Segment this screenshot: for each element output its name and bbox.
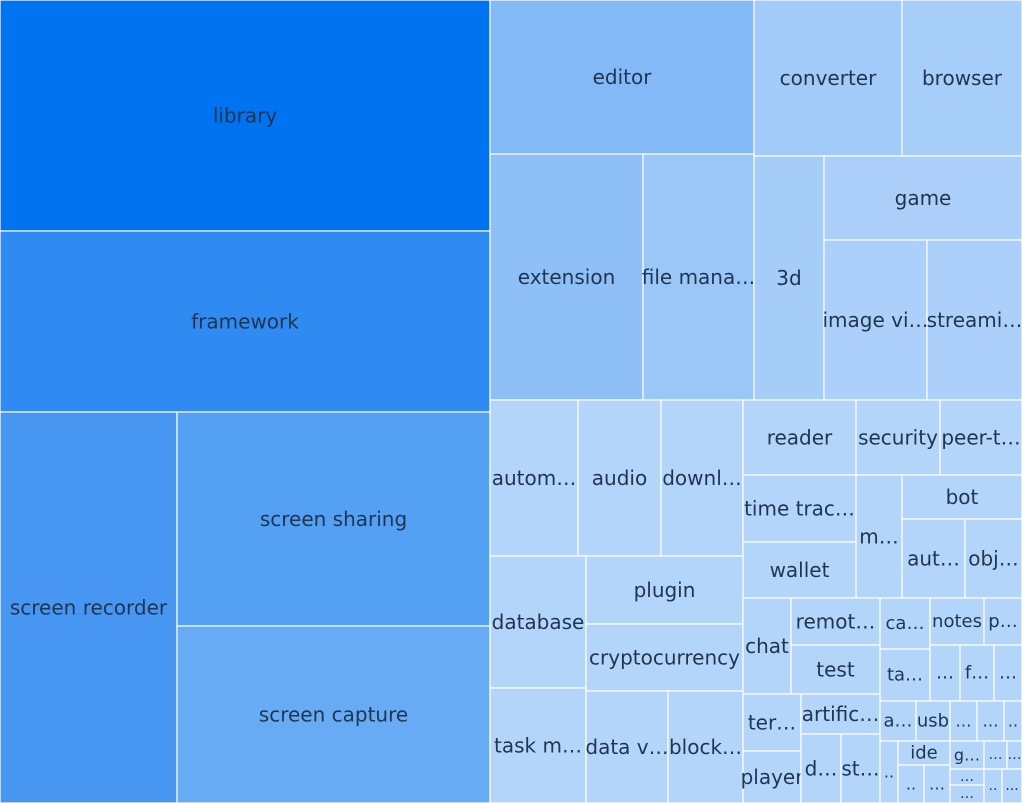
treemap-cell-screen-recorder[interactable] xyxy=(0,411,178,803)
treemap-cell-cryptocurrency[interactable] xyxy=(585,623,744,692)
treemap-cell-time-trac[interactable] xyxy=(742,474,857,543)
treemap-cell-database[interactable] xyxy=(489,555,587,689)
treemap-cell-remot[interactable] xyxy=(790,597,881,646)
treemap-cell-truncated[interactable] xyxy=(949,784,985,803)
treemap-cell-task-m[interactable] xyxy=(489,687,587,803)
treemap-cell-aut[interactable] xyxy=(901,518,966,599)
treemap-cell-audio[interactable] xyxy=(577,399,662,557)
treemap-cell-usb[interactable] xyxy=(915,700,951,742)
treemap-cell-st[interactable] xyxy=(840,733,881,803)
treemap-cell-d[interactable] xyxy=(800,733,842,803)
treemap-cell-truncated[interactable] xyxy=(923,764,951,803)
treemap-cell-chat[interactable] xyxy=(742,597,792,695)
treemap-cell-streami[interactable] xyxy=(926,239,1022,401)
treemap-cell-converter[interactable] xyxy=(753,0,903,157)
treemap-cell-editor[interactable] xyxy=(489,0,755,155)
treemap-cell-security[interactable] xyxy=(855,399,941,476)
treemap-cell-truncated[interactable] xyxy=(949,700,978,742)
treemap-cell-truncated[interactable] xyxy=(1001,768,1022,803)
treemap-cell-g[interactable] xyxy=(949,740,985,770)
treemap-cell-truncated[interactable] xyxy=(983,768,1003,803)
treemap-cell-extension[interactable] xyxy=(489,153,644,401)
treemap-cell-obj[interactable] xyxy=(964,518,1022,599)
treemap-cell-truncated[interactable] xyxy=(1006,740,1022,770)
treemap-cell-screen-capture[interactable] xyxy=(176,625,491,803)
treemap-cell-file-mana[interactable] xyxy=(642,153,755,401)
treemap-cell-framework[interactable] xyxy=(0,230,491,413)
treemap-cell-ta[interactable] xyxy=(879,648,931,702)
treemap-cell-player[interactable] xyxy=(742,750,802,803)
treemap-cell-3d[interactable] xyxy=(753,155,825,401)
treemap-cell-browser[interactable] xyxy=(901,0,1022,157)
treemap-cell-f[interactable] xyxy=(959,644,995,702)
treemap-cell-ide[interactable] xyxy=(897,740,951,766)
treemap-cell-test[interactable] xyxy=(790,644,881,695)
treemap-cell-truncated[interactable] xyxy=(1003,700,1022,742)
treemap-cell-bot[interactable] xyxy=(901,474,1022,520)
treemap-cell-block[interactable] xyxy=(667,690,744,803)
treemap-cell-ca[interactable] xyxy=(879,597,931,650)
treemap-cell-ter[interactable] xyxy=(742,693,802,752)
treemap-cell-data-v[interactable] xyxy=(585,690,669,803)
treemap-cell-plugin[interactable] xyxy=(585,555,744,625)
treemap-cell-artific[interactable] xyxy=(800,693,881,735)
treemap-cell-wallet[interactable] xyxy=(742,541,857,599)
treemap-cell-peer-t[interactable] xyxy=(939,399,1022,476)
treemap-cell-screen-sharing[interactable] xyxy=(176,411,491,627)
treemap-cell-image-vi[interactable] xyxy=(823,239,928,401)
treemap-cell-autom[interactable] xyxy=(489,399,579,557)
treemap-cell-p[interactable] xyxy=(983,597,1022,646)
treemap-cell-truncated[interactable] xyxy=(949,768,985,786)
treemap-cell-a[interactable] xyxy=(879,700,917,742)
treemap-cell-library[interactable] xyxy=(0,0,491,232)
treemap-cell-truncated[interactable] xyxy=(929,644,961,702)
treemap-cell-m[interactable] xyxy=(855,474,903,599)
treemap-cell-downl[interactable] xyxy=(660,399,744,557)
treemap-cell-reader[interactable] xyxy=(742,399,857,476)
treemap-cell-truncated[interactable] xyxy=(993,644,1022,702)
treemap-cell-truncated[interactable] xyxy=(976,700,1005,742)
treemap-cell-truncated[interactable] xyxy=(879,740,899,803)
treemap-cell-truncated[interactable] xyxy=(983,740,1008,770)
treemap-cell-notes[interactable] xyxy=(929,597,985,646)
treemap-cell-game[interactable] xyxy=(823,155,1022,241)
treemap-cell-truncated[interactable] xyxy=(897,764,925,803)
